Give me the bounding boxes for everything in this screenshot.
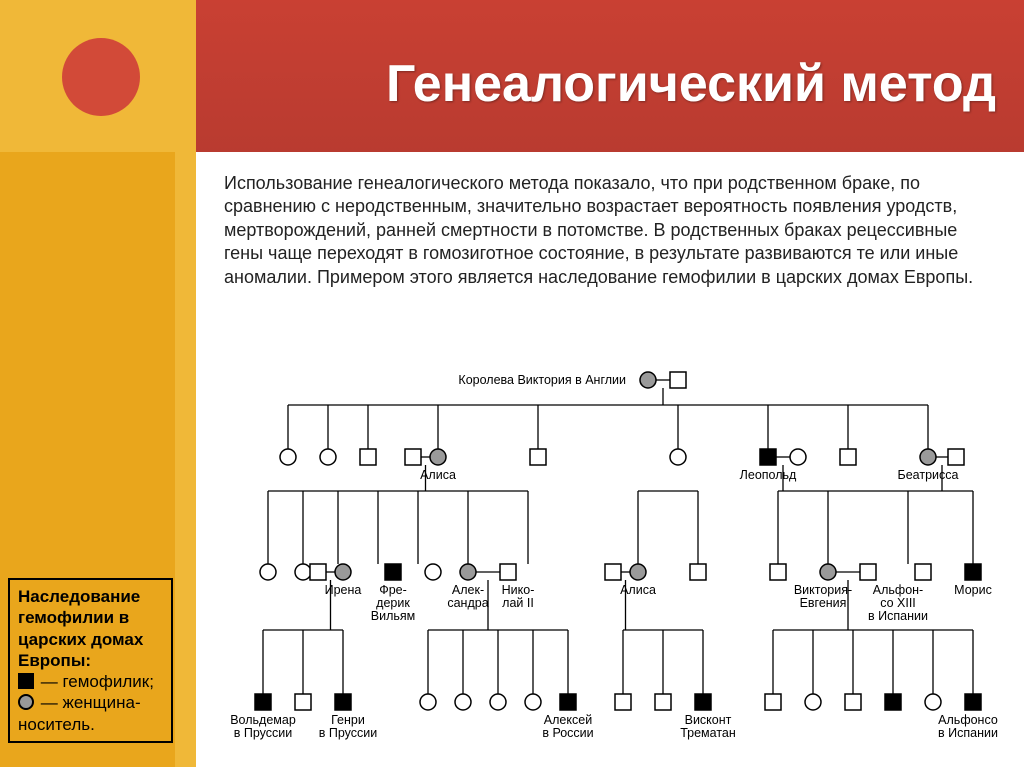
legend-carrier: — женщина-носитель. [18,693,141,733]
pedigree-chart: Королева Виктория в АнглииАлисаЛеопольдБ… [208,362,1008,762]
svg-text:дерик: дерик [376,596,410,610]
legend-hemophilic: — гемофилик; [41,672,154,691]
svg-text:Вольдемар: Вольдемар [230,713,296,727]
svg-text:Висконт: Висконт [685,713,732,727]
svg-text:Виктория-: Виктория- [794,583,852,597]
svg-text:Беатрисса: Беатрисса [898,468,959,482]
svg-text:Евгения: Евгения [800,596,847,610]
svg-text:Морис: Морис [954,583,992,597]
svg-text:Трематан: Трематан [680,726,736,740]
content-area: Использование генеалогического метода по… [196,152,1024,767]
svg-text:Королева Виктория в Англии: Королева Виктория в Англии [458,373,626,387]
svg-text:Нико-: Нико- [502,583,535,597]
legend-header: Наследование гемофилии в царских домах Е… [18,587,143,670]
svg-text:Фре-: Фре- [379,583,407,597]
svg-text:сандра: сандра [447,596,488,610]
affected-square-icon [18,673,34,689]
svg-text:Альфон-: Альфон- [873,583,923,597]
svg-text:Альфонсо: Альфонсо [938,713,998,727]
svg-text:со XIII: со XIII [880,596,916,610]
accent-dot [62,38,140,116]
svg-text:в Испании: в Испании [868,609,928,623]
svg-text:лай II: лай II [502,596,534,610]
svg-text:Алек-: Алек- [452,583,484,597]
svg-text:Алексей: Алексей [544,713,592,727]
body-paragraph: Использование генеалогического метода по… [224,172,996,289]
page-title: Генеалогический метод [386,54,996,114]
svg-text:в Испании: в Испании [938,726,998,740]
svg-text:Леопольд: Леопольд [740,468,797,482]
header-bar: Генеалогический метод [196,0,1024,152]
svg-text:в Пруссии: в Пруссии [319,726,378,740]
svg-text:Генри: Генри [331,713,365,727]
svg-text:в Пруссии: в Пруссии [234,726,293,740]
svg-text:в России: в России [542,726,593,740]
legend-box: Наследование гемофилии в царских домах Е… [8,578,173,743]
carrier-circle-icon [18,694,34,710]
svg-text:Вильям: Вильям [371,609,416,623]
